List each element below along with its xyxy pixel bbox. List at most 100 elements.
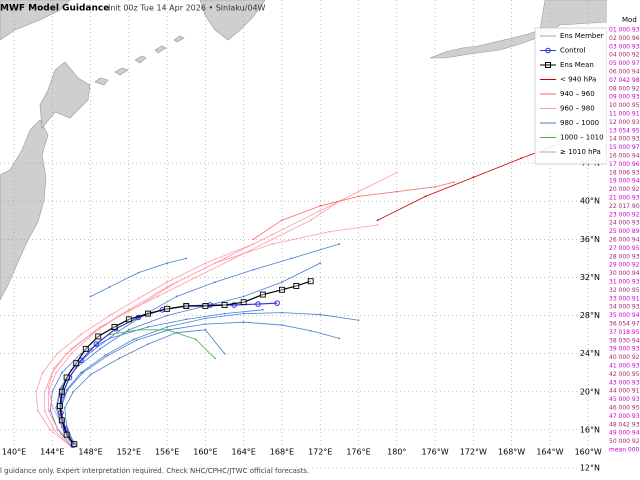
member-point (47, 390, 50, 393)
mean-point (183, 303, 190, 309)
side-item: 28 000 93 (609, 253, 640, 260)
side-item: 48 042 93 (609, 421, 640, 428)
mean-point (145, 310, 151, 317)
member-point (37, 409, 39, 412)
member-point (82, 371, 84, 374)
mean-track (59, 280, 311, 445)
member-point (127, 328, 130, 331)
x-tick-label: 168°W (498, 448, 525, 457)
member-point (194, 276, 197, 279)
member-point (424, 195, 427, 198)
x-tick-label: 168°E (270, 448, 294, 457)
member-point (56, 352, 58, 355)
x-tick-label: 148°E (78, 448, 102, 457)
member-point (357, 190, 360, 193)
mean-point (111, 324, 118, 330)
side-item: 50 000 92 (609, 438, 640, 445)
side-item: 07 042 98 (609, 77, 640, 84)
member-point (63, 407, 66, 409)
member-point (194, 338, 197, 341)
side-item: 44 000 91 (609, 388, 640, 395)
member-point (166, 314, 169, 317)
member-track (56, 262, 321, 445)
side-item: 10 000 95 (609, 102, 640, 109)
member-point (242, 295, 245, 298)
side-panel (607, 0, 640, 480)
member-point (395, 190, 398, 193)
legend-label: 980 – 1000 (560, 119, 599, 127)
title: MWF Model Guidance (0, 4, 109, 14)
member-point (137, 271, 140, 274)
side-item: 04 000 92 (609, 52, 640, 59)
side-item: 03 000 93 (609, 43, 640, 50)
member-point (204, 328, 207, 331)
legend-marker (545, 62, 551, 68)
member-point (60, 426, 63, 428)
legend-label: Ens Member (560, 32, 604, 40)
member-point (166, 281, 169, 284)
member-point (49, 409, 52, 412)
member-point (147, 343, 149, 346)
member-point (43, 390, 46, 393)
side-item: 09 000 93 (609, 94, 640, 101)
legend-label: 1000 – 1010 (560, 134, 604, 142)
member-point (147, 326, 149, 328)
member-point (453, 181, 456, 184)
y-tick-label: 36°N (580, 235, 600, 244)
member-point (89, 295, 92, 298)
member-point (175, 295, 178, 298)
y-tick-label: 20°N (580, 387, 600, 396)
side-item: 23 000 92 (609, 211, 640, 218)
member-point (242, 321, 245, 324)
side-item: 22 017 90 (609, 203, 640, 210)
side-item: 11 000 91 (609, 111, 640, 118)
side-item: 08 000 92 (609, 85, 640, 92)
side-item: 17 000 96 (609, 161, 640, 168)
x-tick-label: 164°W (536, 448, 563, 457)
member-point (233, 257, 236, 260)
member-point (185, 318, 188, 321)
side-item: 13 054 95 (609, 127, 640, 134)
side-item: 37 018 95 (609, 329, 640, 336)
side-item: 02 000 96 (609, 35, 640, 42)
member-point (168, 328, 170, 331)
mean-point (240, 299, 247, 306)
side-title: Mod (622, 16, 637, 24)
x-tick-label: 164°E (232, 448, 256, 457)
member-point (472, 176, 475, 179)
member-point (223, 257, 226, 260)
side-item: 33 000 91 (609, 295, 640, 302)
member-track (35, 243, 254, 448)
member-point (252, 243, 255, 245)
side-item: 43 000 93 (609, 379, 640, 386)
member-point (319, 262, 322, 265)
member-point (214, 357, 216, 360)
member-point (261, 308, 264, 311)
member-point (214, 262, 216, 265)
member-point (281, 219, 283, 222)
x-tick-label: 160°W (575, 448, 602, 457)
legend-label: Ens Mean (560, 61, 594, 69)
member-point (137, 328, 140, 331)
member-point (166, 262, 169, 265)
land (0, 0, 640, 301)
side-item: 30 000 94 (609, 270, 640, 277)
y-tick-label: 40°N (580, 197, 600, 206)
member-point (47, 409, 50, 412)
member-point (376, 219, 379, 222)
tracks (35, 143, 561, 448)
subtitle: Init 00z Tue 14 Apr 2026 • Sinlaku/04W (108, 4, 266, 13)
x-tick-label: 172°W (460, 448, 487, 457)
member-point (357, 195, 360, 198)
mean-point (82, 345, 89, 352)
side-item: 49 000 94 (609, 430, 640, 437)
member-point (70, 352, 73, 355)
member-point (223, 312, 226, 315)
member-point (51, 390, 54, 393)
member-point (60, 371, 63, 374)
x-tick-label: 176°E (346, 448, 370, 457)
side-item: 39 000 93 (609, 346, 640, 353)
member-point (376, 224, 379, 226)
member-point (271, 238, 274, 241)
